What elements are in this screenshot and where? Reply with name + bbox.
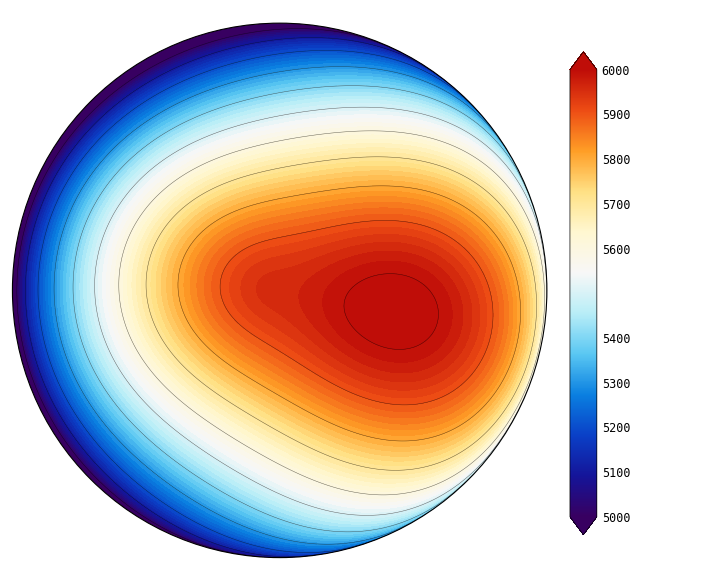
Point: [274, 286, 285, 295]
Point: [274, 286, 285, 295]
Point: [274, 286, 285, 295]
Point: [274, 286, 285, 295]
Point: [274, 286, 285, 295]
Point: [274, 286, 285, 295]
Point: [274, 286, 285, 295]
Point: [274, 286, 285, 295]
Point: [274, 286, 285, 295]
Point: [274, 286, 285, 295]
Point: [274, 286, 285, 295]
Point: [274, 286, 285, 295]
Point: [274, 286, 285, 295]
Point: [274, 286, 285, 295]
PathPatch shape: [570, 517, 597, 535]
Point: [274, 286, 285, 295]
Point: [274, 286, 285, 295]
Point: [274, 286, 285, 295]
Point: [274, 286, 285, 295]
Point: [274, 286, 285, 295]
Point: [274, 286, 285, 295]
Point: [274, 286, 285, 295]
Point: [274, 286, 285, 295]
Point: [274, 286, 285, 295]
Point: [274, 286, 285, 295]
Point: [274, 286, 285, 295]
PathPatch shape: [570, 52, 597, 70]
Point: [274, 286, 285, 295]
Point: [274, 286, 285, 295]
Point: [274, 286, 285, 295]
Point: [274, 286, 285, 295]
Point: [274, 286, 285, 295]
Point: [274, 286, 285, 295]
Point: [274, 286, 285, 295]
Point: [274, 286, 285, 295]
Point: [274, 286, 285, 295]
Point: [274, 286, 285, 295]
Point: [274, 286, 285, 295]
Point: [274, 286, 285, 295]
Point: [274, 286, 285, 295]
Point: [274, 286, 285, 295]
Point: [274, 286, 285, 295]
Point: [274, 286, 285, 295]
Point: [274, 286, 285, 295]
Point: [274, 286, 285, 295]
Point: [274, 286, 285, 295]
Point: [274, 286, 285, 295]
Point: [274, 286, 285, 295]
Point: [274, 286, 285, 295]
Point: [274, 286, 285, 295]
Point: [274, 286, 285, 295]
Point: [274, 286, 285, 295]
Point: [274, 286, 285, 295]
Point: [274, 286, 285, 295]
Point: [274, 286, 285, 295]
Point: [274, 286, 285, 295]
Point: [274, 286, 285, 295]
Point: [274, 286, 285, 295]
Point: [274, 286, 285, 295]
Point: [274, 286, 285, 295]
Point: [274, 286, 285, 295]
Point: [274, 286, 285, 295]
Point: [274, 286, 285, 295]
Point: [274, 286, 285, 295]
Point: [274, 286, 285, 295]
Point: [274, 286, 285, 295]
Point: [274, 286, 285, 295]
Point: [274, 286, 285, 295]
Point: [274, 286, 285, 295]
Point: [274, 286, 285, 295]
Point: [274, 286, 285, 295]
Point: [274, 286, 285, 295]
Point: [274, 286, 285, 295]
Point: [274, 286, 285, 295]
Point: [274, 286, 285, 295]
